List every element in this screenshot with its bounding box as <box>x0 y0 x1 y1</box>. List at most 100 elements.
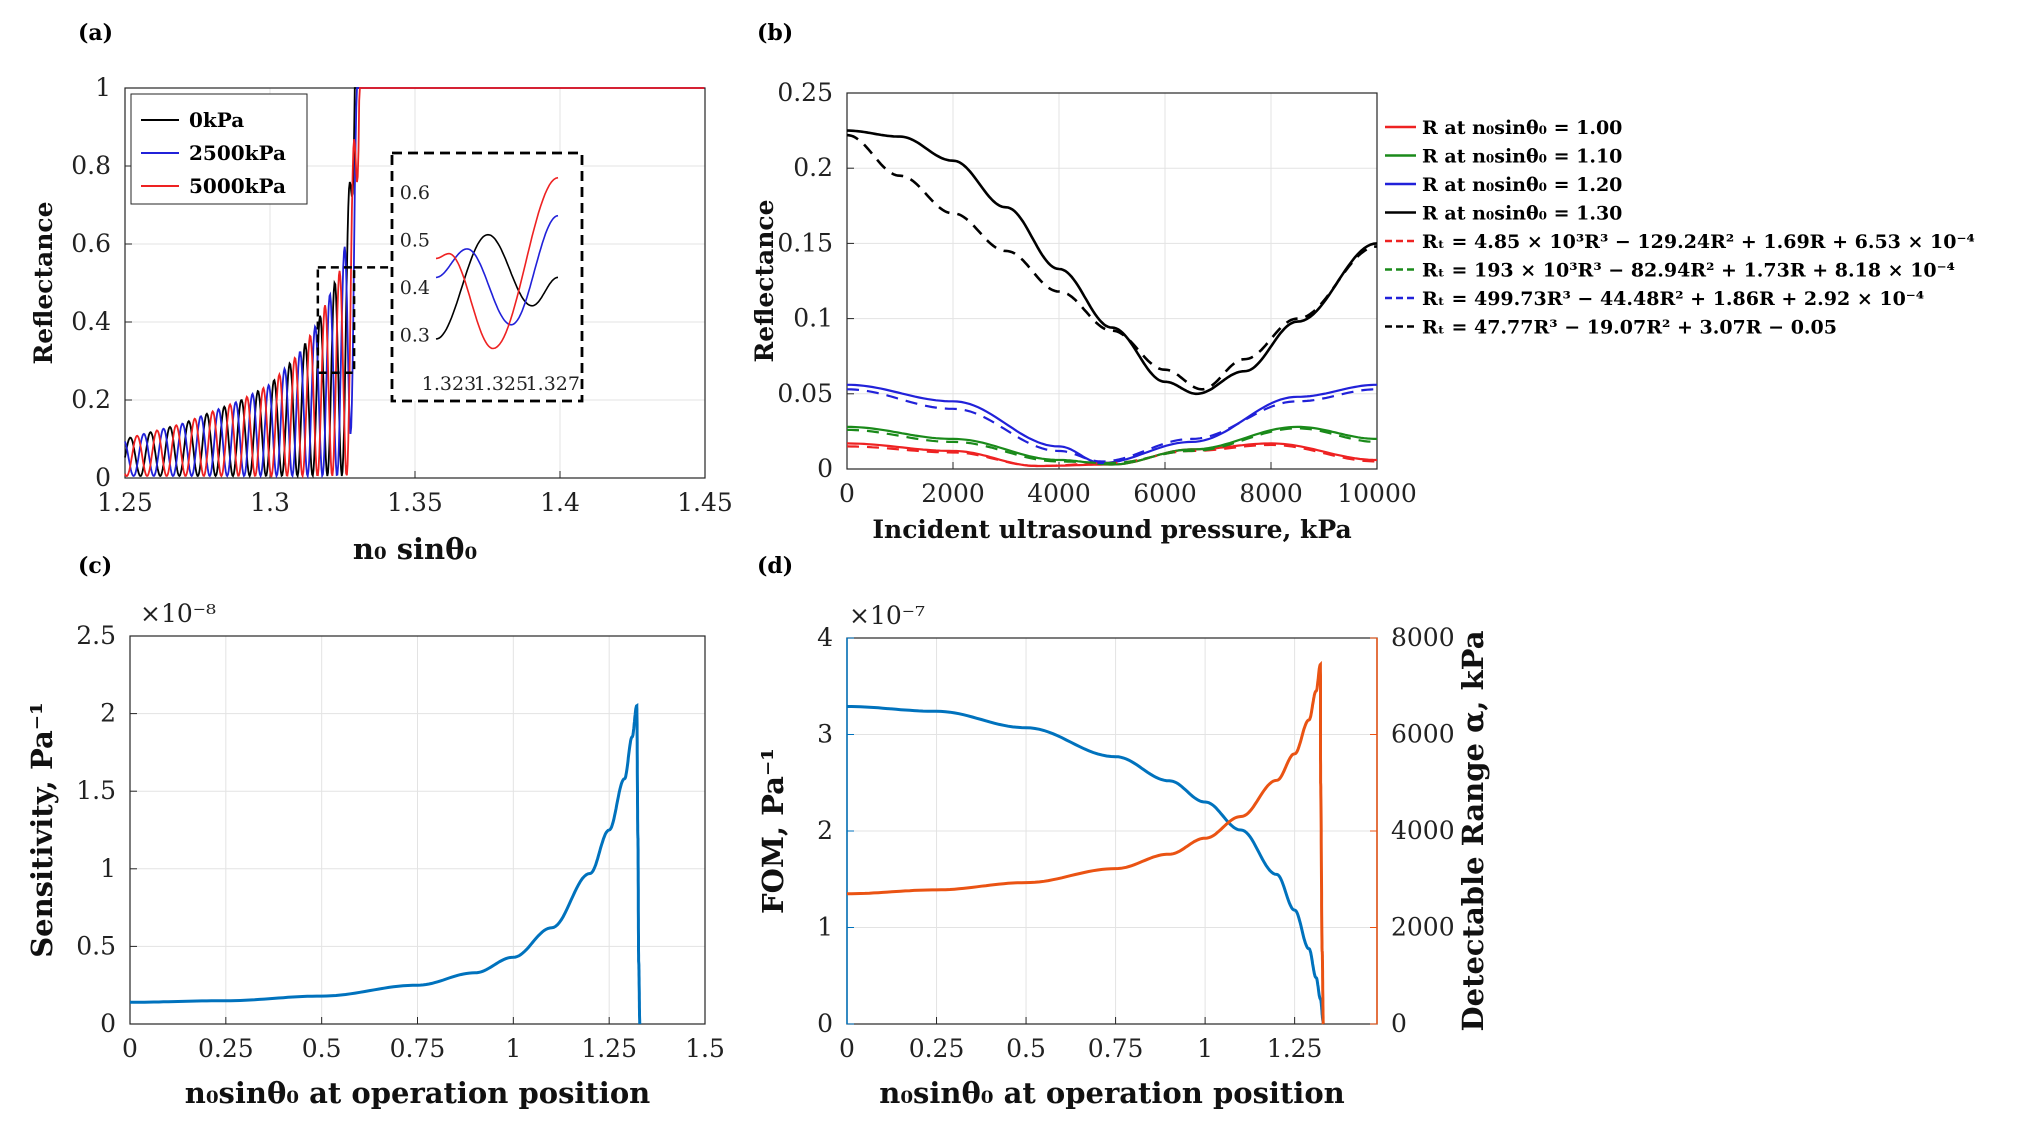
x-tick-label: 6000 <box>1133 479 1197 508</box>
y-right-tick-label: 6000 <box>1391 720 1455 749</box>
legend-label: Rₜ = 193 × 10³R³ − 82.94R² + 1.73R + 8.1… <box>1422 260 1955 282</box>
inset-y-tick-label: 0.6 <box>400 182 430 204</box>
y-tick-label: 0.5 <box>76 931 116 960</box>
y-tick-label: 1.5 <box>76 776 116 805</box>
y-tick-label: 0.25 <box>777 78 833 107</box>
y-tick-label: 2 <box>100 699 116 728</box>
y-tick-label: 0.05 <box>777 379 833 408</box>
x-tick-label: 1.25 <box>581 1034 637 1063</box>
x-tick-label: 0.75 <box>390 1034 446 1063</box>
x-axis-label: n₀sinθ₀ at operation position <box>879 1076 1345 1110</box>
legend-label: 2500kPa <box>189 141 286 165</box>
series-line <box>846 133 1378 391</box>
legend-label: R at n₀sinθ₀ = 1.20 <box>1422 174 1622 196</box>
y-axis-label: FOM, Pa⁻¹ <box>756 748 790 914</box>
y-tick-label: 4 <box>817 623 833 652</box>
x-tick-label: 1.5 <box>685 1034 725 1063</box>
y-tick-label: 0.1 <box>793 304 833 333</box>
inset-y-tick-label: 0.4 <box>400 277 430 299</box>
y-tick-label: 1 <box>95 73 111 102</box>
series-line <box>847 427 1377 465</box>
series-line-detectable-range <box>847 660 1325 1025</box>
x-axis-label: Incident ultrasound pressure, kPa <box>872 515 1351 544</box>
y-exponent: ×10⁻⁸ <box>140 599 216 628</box>
x-tick-label: 0 <box>122 1034 138 1063</box>
series-line <box>846 388 1377 463</box>
inset-x-tick-label: 1.323 <box>422 373 476 395</box>
x-tick-label: 0.25 <box>198 1034 254 1063</box>
y-tick-label: 0.2 <box>71 385 111 414</box>
inset-curve-0kPa <box>435 233 558 340</box>
y-tick-label: 0.4 <box>71 307 111 336</box>
panel-label: (a) <box>78 20 113 46</box>
legend-label: R at n₀sinθ₀ = 1.00 <box>1422 117 1622 139</box>
inset-curve-5000kPa <box>436 176 559 350</box>
panel-label: (c) <box>78 553 112 579</box>
y-tick-label: 0.15 <box>777 228 833 257</box>
x-tick-label: 1.25 <box>97 488 153 517</box>
inset-x-tick-label: 1.327 <box>526 373 580 395</box>
x-tick-label: 0 <box>839 479 855 508</box>
inset-x-tick-label: 1.325 <box>474 373 528 395</box>
y-right-tick-label: 0 <box>1391 1009 1407 1038</box>
panel-d: (d) 0 0.25 0.5 0.75 1 1.25 0 1 2 3 4 0 2000 4000 6000 80… <box>756 553 1490 1110</box>
legend-label: Rₜ = 47.77R³ − 19.07R² + 3.07R − 0.05 <box>1422 317 1837 339</box>
y-axis-label: Sensitivity, Pa⁻¹ <box>25 702 59 958</box>
legend-label: 5000kPa <box>189 174 286 198</box>
y-tick-label: 2.5 <box>76 621 116 650</box>
x-tick-label: 0.75 <box>1088 1034 1144 1063</box>
series-line <box>847 383 1377 465</box>
inset-frame <box>390 151 584 403</box>
y-right-tick-label: 8000 <box>1391 623 1455 652</box>
series-line-fom <box>847 705 1325 1024</box>
legend-label: R at n₀sinθ₀ = 1.30 <box>1422 203 1622 225</box>
x-tick-label: 2000 <box>921 479 985 508</box>
y-tick-label: 0 <box>817 1009 833 1038</box>
zoom-box <box>316 266 356 374</box>
x-tick-label: 0 <box>839 1034 855 1063</box>
inset-curve-2500kPa <box>435 214 559 326</box>
legend-label: 0kPa <box>189 108 244 132</box>
series-line <box>847 129 1378 396</box>
y-tick-label: 0 <box>95 463 111 492</box>
series-line <box>847 425 1377 466</box>
x-tick-label: 1.35 <box>387 488 443 517</box>
panel-label: (d) <box>757 553 793 579</box>
panel-b: (b) 0 2000 4000 6000 8000 10000 0 0.05 0.1 0.15 0.2… <box>750 20 1975 544</box>
y-tick-label: 3 <box>817 720 833 749</box>
panel-c: (c) 0 0.25 0.5 0.75 1 1.25 1.5 0 0.5 1 1.5 2 2.5 ×10⁻⁸… <box>25 553 725 1110</box>
series-line-5000kPa <box>124 87 705 479</box>
y-tick-label: 0.6 <box>71 229 111 258</box>
x-tick-label: 4000 <box>1027 479 1091 508</box>
y-axis-label: Reflectance <box>750 199 779 362</box>
x-tick-label: 0.5 <box>1006 1034 1046 1063</box>
plot-frame <box>846 92 1378 470</box>
x-tick-label: 8000 <box>1239 479 1303 508</box>
y-tick-label: 2 <box>817 816 833 845</box>
y-tick-label: 1 <box>817 913 833 942</box>
x-tick-label: 0.5 <box>302 1034 342 1063</box>
x-tick-label: 1.45 <box>677 488 733 517</box>
y-axis-label-right: Detectable Range α, kPa <box>1456 630 1490 1031</box>
x-tick-label: 1.3 <box>250 488 290 517</box>
y-tick-label: 0 <box>100 1009 116 1038</box>
inset-y-tick-label: 0.3 <box>400 324 430 346</box>
panel-a: (a) 1.25 1.3 1.35 1.4 1.45 0 0.2 0.4 0.6 0.8 1 n₀ si… <box>29 20 733 566</box>
y-axis-label: Reflectance <box>29 201 58 364</box>
y-tick-label: 1 <box>100 854 116 883</box>
legend-label: Rₜ = 4.85 × 10³R³ − 129.24R² + 1.69R + 6… <box>1422 231 1975 253</box>
x-tick-label: 1 <box>1197 1034 1213 1063</box>
legend-label: Rₜ = 499.73R³ − 44.48R² + 1.86R + 2.92 ×… <box>1422 288 1924 310</box>
inset-y-tick-label: 0.5 <box>400 229 430 251</box>
x-tick-label: 1.4 <box>540 488 580 517</box>
y-tick-label: 0.8 <box>71 151 111 180</box>
x-axis-label: n₀sinθ₀ at operation position <box>185 1076 651 1110</box>
x-axis-label: n₀ sinθ₀ <box>353 532 477 566</box>
y-right-tick-label: 2000 <box>1391 913 1455 942</box>
x-tick-label: 1 <box>505 1034 521 1063</box>
y-tick-label: 0.2 <box>793 153 833 182</box>
x-tick-label: 0.25 <box>909 1034 965 1063</box>
x-tick-label: 10000 <box>1337 479 1417 508</box>
y-right-tick-label: 4000 <box>1391 816 1455 845</box>
y-exponent: ×10⁻⁷ <box>849 601 925 630</box>
